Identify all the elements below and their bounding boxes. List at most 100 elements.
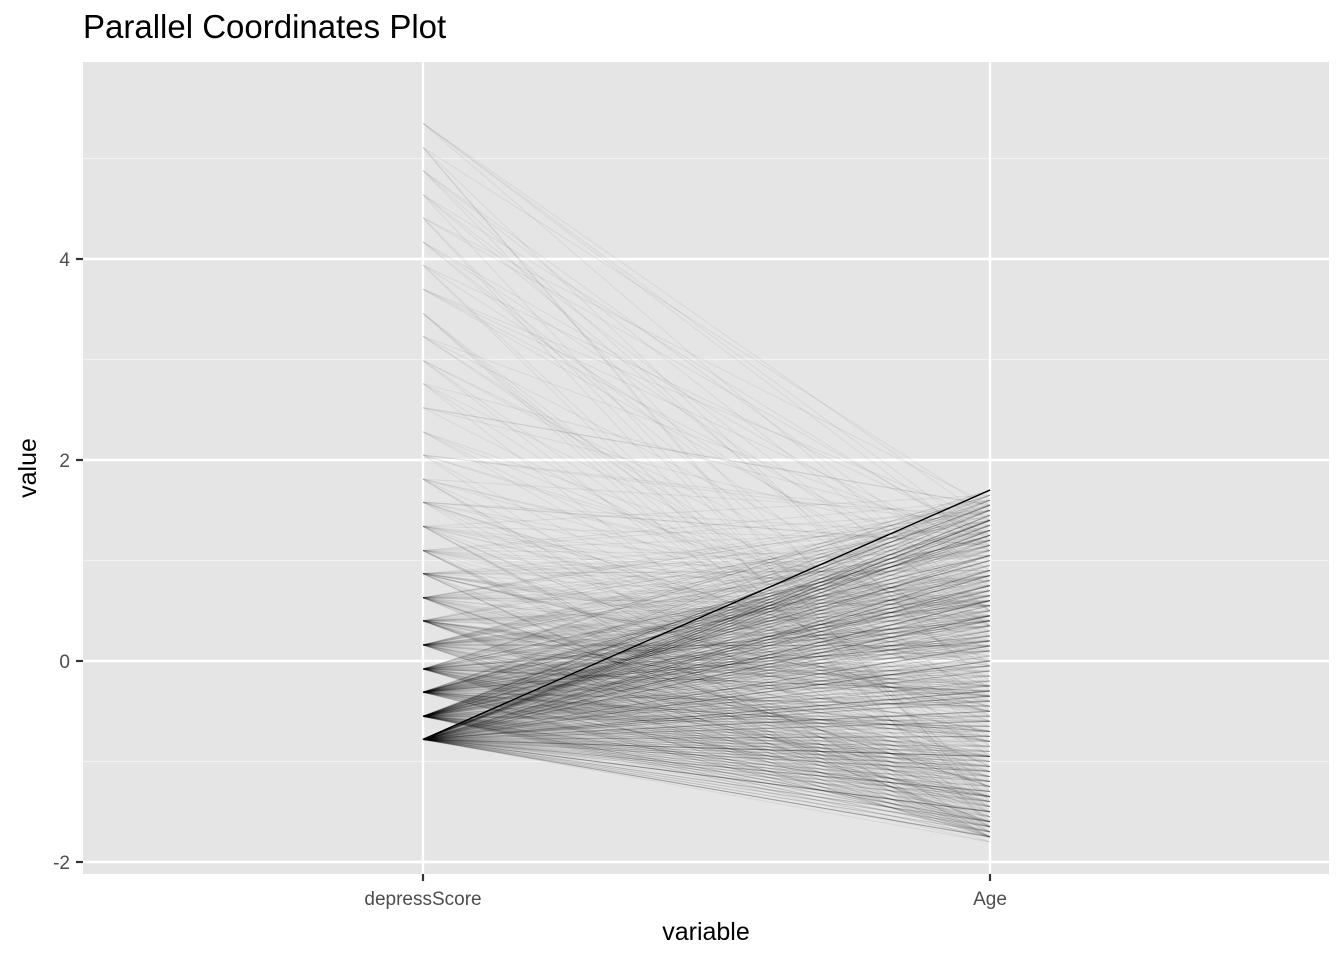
series-line — [422, 600, 991, 693]
series-line — [422, 691, 991, 768]
series-line — [422, 514, 991, 740]
series-line — [422, 715, 991, 758]
series-line — [422, 668, 991, 692]
series-line — [422, 504, 991, 670]
series-line — [422, 575, 991, 717]
series-line — [422, 519, 991, 717]
series-line — [422, 550, 991, 813]
series-line — [422, 655, 991, 740]
series-line — [422, 630, 991, 740]
series-line — [422, 644, 991, 808]
series-line — [422, 615, 991, 740]
series-line — [422, 715, 991, 763]
series-line — [422, 595, 991, 693]
series-line — [422, 720, 991, 740]
series-line — [422, 665, 991, 670]
series-line — [422, 738, 991, 753]
series-line — [422, 597, 991, 818]
series-line — [422, 668, 991, 773]
series-line — [422, 494, 991, 670]
series-line — [422, 590, 991, 670]
series-line — [422, 610, 991, 646]
series-line — [422, 691, 991, 763]
series-line — [422, 715, 991, 763]
series-line — [422, 738, 991, 813]
series-line — [422, 544, 991, 693]
series-line — [422, 700, 991, 717]
series-line — [422, 620, 991, 697]
series-line — [422, 559, 991, 693]
series-line — [422, 597, 991, 707]
series-line — [422, 620, 991, 647]
series-line — [422, 501, 991, 546]
series-line — [422, 489, 991, 693]
series-line — [422, 585, 991, 622]
series-line — [422, 738, 991, 828]
series-line — [422, 525, 991, 768]
series-line — [422, 735, 991, 740]
series-line — [422, 700, 991, 740]
series-line — [422, 691, 991, 707]
series-line — [422, 407, 991, 552]
series-line — [422, 600, 991, 693]
series-line — [422, 549, 991, 717]
series-line — [422, 499, 991, 740]
series-line — [422, 519, 991, 740]
series-line — [422, 715, 991, 778]
series-line — [422, 620, 991, 670]
series-line — [422, 170, 991, 582]
series-line — [422, 644, 991, 798]
series-line — [422, 585, 991, 693]
series-line — [422, 620, 991, 838]
series-line — [422, 550, 991, 828]
series-line — [422, 539, 991, 717]
series-line — [422, 645, 991, 693]
series-line — [422, 501, 991, 536]
series-line — [422, 590, 991, 740]
series-line — [422, 615, 991, 693]
series-line — [422, 573, 991, 707]
series-line — [422, 715, 991, 793]
series-line — [422, 668, 991, 692]
series-line — [422, 580, 991, 693]
series-line — [422, 534, 991, 693]
series-line — [422, 575, 991, 740]
series-line — [422, 580, 991, 599]
series-line — [422, 519, 991, 740]
series-line — [422, 635, 991, 693]
series-line — [422, 605, 991, 670]
series-line — [422, 660, 991, 670]
series-line — [422, 738, 991, 813]
series-line — [422, 499, 991, 693]
series-line — [422, 573, 991, 657]
series-line — [422, 489, 991, 740]
series-line — [422, 288, 991, 587]
series-line — [422, 534, 991, 693]
series-line — [422, 575, 991, 740]
series-line — [422, 554, 991, 693]
series-line — [422, 738, 991, 798]
series-line — [422, 620, 991, 717]
series-line — [422, 715, 991, 783]
series-line — [422, 650, 991, 670]
series-line — [422, 524, 991, 670]
series-line — [422, 644, 991, 818]
series-line — [422, 590, 991, 717]
series-line — [422, 691, 991, 732]
series-line — [422, 635, 991, 717]
series-line — [422, 539, 991, 740]
series-line — [422, 590, 991, 717]
series-line — [422, 668, 991, 732]
series-line — [422, 645, 991, 740]
series-line — [422, 554, 991, 717]
series-line — [422, 625, 991, 717]
series-line — [422, 668, 991, 818]
series-line — [422, 691, 991, 808]
series-line — [422, 549, 991, 607]
series-line — [422, 675, 991, 717]
series-line — [422, 585, 991, 740]
series-line — [422, 360, 991, 637]
series-line — [422, 735, 991, 740]
series-line — [422, 715, 991, 828]
series-line — [422, 534, 991, 717]
